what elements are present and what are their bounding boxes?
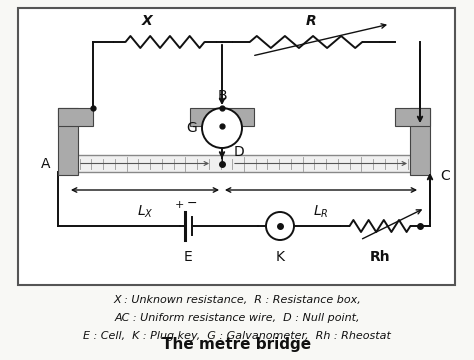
Text: $L_X$: $L_X$ <box>137 204 153 220</box>
Text: X: X <box>142 14 153 28</box>
Text: K: K <box>275 250 284 264</box>
Text: E : Cell,  K : Plug key,  G : Galvanometer,  Rh : Rheostat: E : Cell, K : Plug key, G : Galvanometer… <box>83 331 391 341</box>
Circle shape <box>202 108 242 148</box>
Text: +: + <box>174 200 184 210</box>
Text: $L_R$: $L_R$ <box>313 204 329 220</box>
Text: C: C <box>440 168 450 183</box>
Text: D: D <box>234 144 245 158</box>
Text: B: B <box>217 89 227 103</box>
Text: G: G <box>186 121 197 135</box>
Bar <box>58 108 93 126</box>
Text: −: − <box>187 197 197 210</box>
Text: The metre bridge: The metre bridge <box>163 337 311 351</box>
Bar <box>58 108 78 175</box>
Bar <box>18 8 455 285</box>
Bar <box>395 108 430 126</box>
Circle shape <box>266 212 294 240</box>
Text: AC : Uniform resistance wire,  D : Null point,: AC : Uniform resistance wire, D : Null p… <box>114 313 360 323</box>
Text: A: A <box>40 157 50 171</box>
Text: Rh: Rh <box>370 250 390 264</box>
Bar <box>410 108 430 175</box>
Text: X : Unknown resistance,  R : Resistance box,: X : Unknown resistance, R : Resistance b… <box>113 295 361 305</box>
Text: E: E <box>183 250 192 264</box>
Bar <box>68 155 420 172</box>
Bar <box>190 108 254 126</box>
Text: R: R <box>306 14 316 28</box>
